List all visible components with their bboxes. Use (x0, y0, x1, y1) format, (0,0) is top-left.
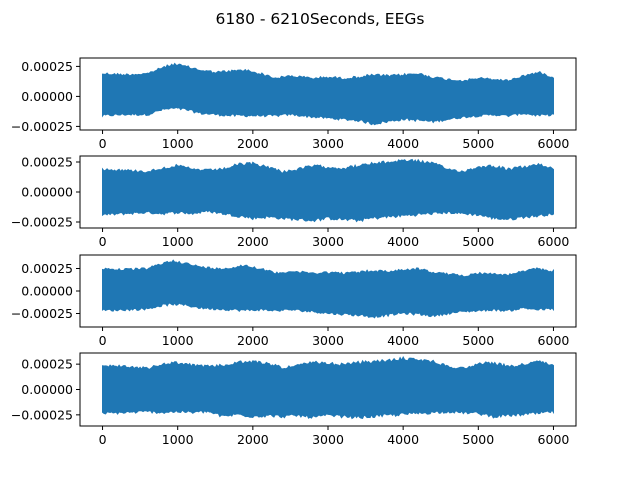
y-tick-label: 0.00025 (21, 357, 73, 372)
eeg-signal-trace (102, 158, 554, 223)
y-tick-label: −0.00025 (11, 407, 73, 422)
y-tick-label: 0.00025 (21, 155, 73, 170)
y-tick-label: 0.00000 (21, 284, 73, 299)
y-tick-label: 0.00025 (21, 261, 73, 276)
y-tick-label: 0.00000 (21, 382, 73, 397)
figure-title: 6180 - 6210Seconds, EEGs (216, 10, 425, 28)
y-tick-label: −0.00025 (11, 119, 73, 134)
x-tick-label: 4000 (387, 136, 419, 151)
x-tick-label: 0 (99, 234, 107, 249)
x-tick-label: 0 (99, 136, 107, 151)
eeg-subplot-2: 0 1000 2000 3000 4000 5000 6000 0.00025 0.00000 −… (11, 155, 577, 249)
eeg-signal-trace (102, 62, 554, 126)
x-tick-label: 3000 (312, 333, 344, 348)
y-tick-label: −0.00025 (11, 306, 73, 321)
x-tick-label: 5000 (462, 432, 494, 447)
eeg-subplot-4: 0 1000 2000 3000 4000 5000 6000 0.00025 0.00000 −… (11, 352, 577, 447)
x-tick-label: 1000 (162, 234, 194, 249)
x-tick-label: 6000 (538, 234, 570, 249)
x-tick-label: 2000 (237, 234, 269, 249)
x-tick-label: 6000 (538, 432, 570, 447)
x-tick-label: 5000 (462, 136, 494, 151)
x-tick-label: 3000 (312, 234, 344, 249)
eeg-signal-trace (102, 259, 554, 319)
x-tick-label: 1000 (162, 432, 194, 447)
eeg-signal-trace (102, 356, 554, 420)
x-tick-label: 4000 (387, 234, 419, 249)
x-tick-label: 0 (99, 432, 107, 447)
x-tick-label: 2000 (237, 136, 269, 151)
y-tick-label: 0.00000 (21, 185, 73, 200)
eeg-subplot-3: 0 1000 2000 3000 4000 5000 6000 0.00025 0.00000 −… (11, 254, 577, 348)
subplot-stack: 0 1000 2000 3000 4000 5000 6000 0.00025 0.00000 −… (11, 57, 577, 447)
eeg-subplot-1: 0 1000 2000 3000 4000 5000 6000 0.00025 0.00000 −… (11, 57, 577, 151)
x-tick-label: 2000 (237, 333, 269, 348)
x-tick-label: 5000 (462, 234, 494, 249)
x-tick-label: 1000 (162, 333, 194, 348)
y-tick-label: 0.00025 (21, 59, 73, 74)
y-tick-label: 0.00000 (21, 89, 73, 104)
y-tick-label: −0.00025 (11, 215, 73, 230)
x-tick-label: 6000 (538, 333, 570, 348)
x-tick-label: 4000 (387, 432, 419, 447)
x-tick-label: 3000 (312, 136, 344, 151)
x-tick-label: 6000 (538, 136, 570, 151)
x-tick-label: 1000 (162, 136, 194, 151)
x-tick-label: 0 (99, 333, 107, 348)
x-tick-label: 2000 (237, 432, 269, 447)
x-tick-label: 5000 (462, 333, 494, 348)
x-tick-label: 3000 (312, 432, 344, 447)
x-tick-label: 4000 (387, 333, 419, 348)
